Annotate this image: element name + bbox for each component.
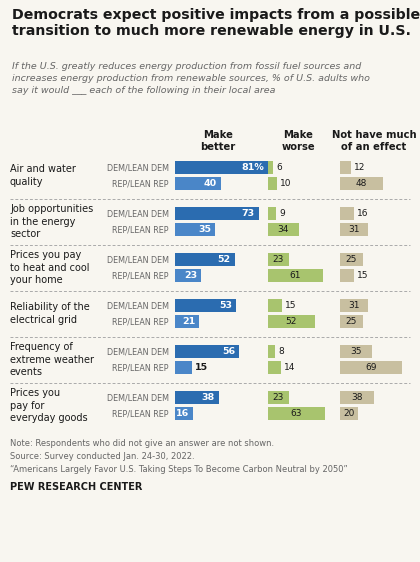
Bar (268, 346, 275, 359)
Text: 16: 16 (176, 409, 189, 418)
Text: DEM/LEAN DEM: DEM/LEAN DEM (107, 255, 169, 264)
Text: 35: 35 (198, 225, 211, 234)
Text: DEM/LEAN DEM: DEM/LEAN DEM (107, 347, 169, 356)
Text: Job opportunities
in the energy
sector: Job opportunities in the energy sector (10, 205, 93, 239)
Text: Make
better: Make better (200, 130, 236, 152)
Text: REP/LEAN REP: REP/LEAN REP (113, 317, 169, 326)
Bar (340, 253, 362, 266)
Text: 20: 20 (343, 409, 354, 418)
Text: 6: 6 (276, 164, 282, 173)
Text: DEM/LEAN DEM: DEM/LEAN DEM (107, 393, 169, 402)
Text: REP/LEAN REP: REP/LEAN REP (113, 409, 169, 418)
Text: 81%: 81% (241, 164, 264, 173)
Text: Air and water
quality: Air and water quality (10, 165, 76, 187)
Bar (175, 253, 235, 266)
Bar (175, 177, 221, 190)
Bar (340, 391, 374, 405)
Text: 69: 69 (365, 363, 377, 372)
Bar (340, 207, 354, 220)
Text: 31: 31 (348, 225, 360, 234)
Text: DEM/LEAN DEM: DEM/LEAN DEM (107, 301, 169, 310)
Text: 23: 23 (273, 255, 284, 264)
Bar (268, 223, 299, 236)
Text: Reliability of the
electrical grid: Reliability of the electrical grid (10, 302, 90, 325)
Text: REP/LEAN REP: REP/LEAN REP (113, 271, 169, 280)
Bar (268, 253, 289, 266)
Bar (268, 207, 276, 220)
Text: 38: 38 (352, 393, 363, 402)
Bar (340, 315, 362, 328)
Text: 23: 23 (273, 393, 284, 402)
Text: Source: Survey conducted Jan. 24-30, 2022.: Source: Survey conducted Jan. 24-30, 202… (10, 452, 194, 461)
Text: 8: 8 (278, 347, 284, 356)
Text: Note: Respondents who did not give an answer are not shown.: Note: Respondents who did not give an an… (10, 439, 274, 448)
Text: REP/LEAN REP: REP/LEAN REP (113, 225, 169, 234)
Bar (340, 346, 372, 359)
Bar (340, 300, 368, 312)
Text: 56: 56 (222, 347, 235, 356)
Bar (175, 346, 239, 359)
Bar (340, 161, 351, 174)
Text: 63: 63 (291, 409, 302, 418)
Bar (340, 407, 358, 420)
Bar (175, 391, 219, 405)
Text: 34: 34 (278, 225, 289, 234)
Bar (175, 207, 259, 220)
Text: 16: 16 (357, 210, 369, 219)
Bar (175, 161, 268, 174)
Bar (268, 269, 323, 282)
Text: 23: 23 (184, 271, 197, 280)
Bar (340, 361, 402, 374)
Text: 53: 53 (219, 301, 232, 310)
Text: PEW RESEARCH CENTER: PEW RESEARCH CENTER (10, 482, 142, 492)
Text: 48: 48 (356, 179, 367, 188)
Text: 15: 15 (284, 301, 296, 310)
Bar (340, 269, 354, 282)
Text: 10: 10 (280, 179, 291, 188)
Text: DEM/LEAN DEM: DEM/LEAN DEM (107, 210, 169, 219)
Bar (268, 177, 277, 190)
Text: 15: 15 (195, 363, 208, 372)
Bar (175, 315, 199, 328)
Bar (268, 315, 315, 328)
Text: REP/LEAN REP: REP/LEAN REP (113, 363, 169, 372)
Text: 25: 25 (346, 317, 357, 326)
Bar (175, 223, 215, 236)
Bar (175, 300, 236, 312)
Bar (175, 407, 193, 420)
Text: 21: 21 (182, 317, 195, 326)
Text: 35: 35 (350, 347, 362, 356)
Text: Democrats expect positive impacts from a possible
transition to much more renewa: Democrats expect positive impacts from a… (12, 8, 420, 38)
Bar (268, 407, 325, 420)
Text: 73: 73 (242, 210, 255, 219)
Bar (268, 161, 273, 174)
Text: Frequency of
extreme weather
events: Frequency of extreme weather events (10, 342, 94, 377)
Text: REP/LEAN REP: REP/LEAN REP (113, 179, 169, 188)
Text: Prices you
pay for
everyday goods: Prices you pay for everyday goods (10, 388, 88, 423)
Text: 52: 52 (218, 255, 231, 264)
Text: Not have much
of an effect: Not have much of an effect (332, 130, 416, 152)
Text: 40: 40 (204, 179, 217, 188)
Text: 9: 9 (279, 210, 285, 219)
Text: 25: 25 (346, 255, 357, 264)
Bar (268, 391, 289, 405)
Text: Make
worse: Make worse (281, 130, 315, 152)
Text: 15: 15 (357, 271, 368, 280)
Text: 38: 38 (202, 393, 215, 402)
Text: 31: 31 (348, 301, 360, 310)
Bar (340, 177, 383, 190)
Bar (175, 269, 202, 282)
Text: 14: 14 (284, 363, 295, 372)
Text: If the U.S. greatly reduces energy production from fossil fuel sources and
incre: If the U.S. greatly reduces energy produ… (12, 62, 370, 96)
Text: 61: 61 (290, 271, 301, 280)
Bar (268, 361, 281, 374)
Bar (340, 223, 368, 236)
Bar (175, 361, 192, 374)
Text: DEM/LEAN DEM: DEM/LEAN DEM (107, 164, 169, 173)
Text: 12: 12 (354, 164, 365, 173)
Text: “Americans Largely Favor U.S. Taking Steps To Become Carbon Neutral by 2050”: “Americans Largely Favor U.S. Taking Ste… (10, 465, 348, 474)
Bar (268, 300, 281, 312)
Text: Prices you pay
to heat and cool
your home: Prices you pay to heat and cool your hom… (10, 250, 89, 285)
Text: 52: 52 (286, 317, 297, 326)
